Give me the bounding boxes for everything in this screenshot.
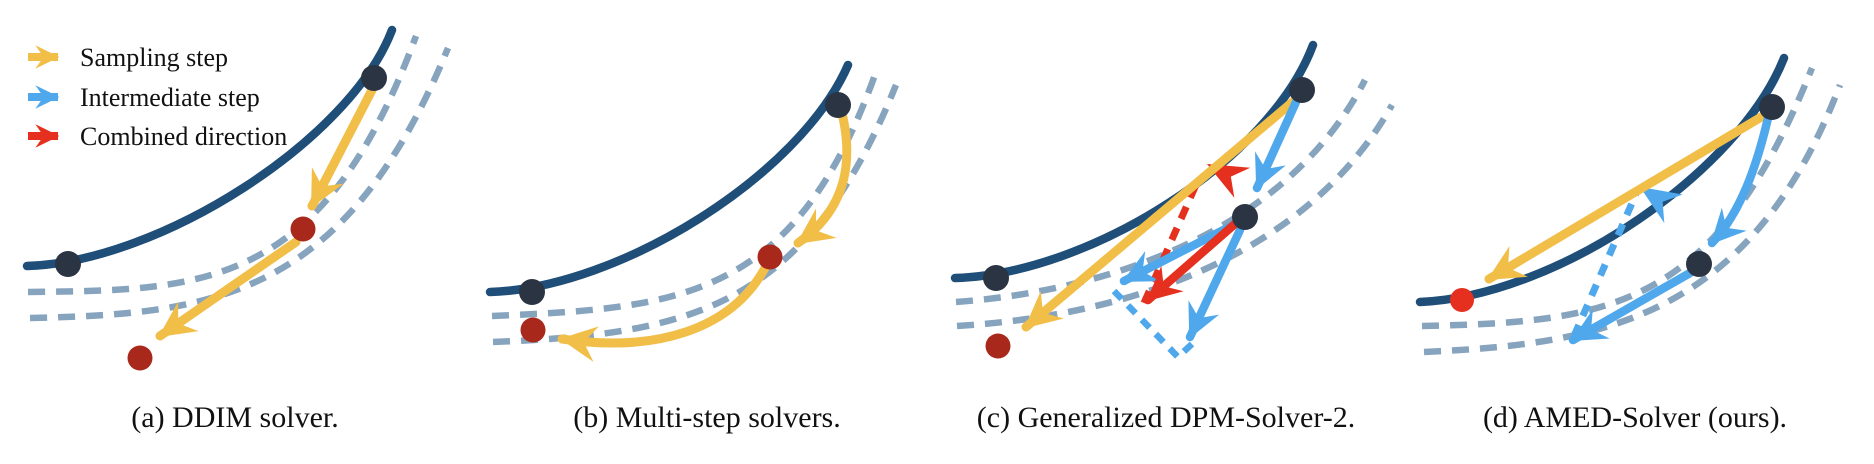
sampling-step-arrow (1021, 95, 1300, 332)
combined-direction-arrow (1143, 218, 1241, 305)
sampling-step-arc-2 (557, 263, 770, 362)
state-dot-start (825, 92, 851, 118)
state-dot-left (983, 265, 1009, 291)
noise-level-curve-1 (955, 78, 1368, 306)
learned-direction-dashed-head-icon (1640, 187, 1683, 224)
sampling-step-arrow (1484, 111, 1768, 284)
sampling-step-arrow-1 (307, 85, 377, 211)
noise-level-curve-1 (27, 34, 420, 296)
noise-level-curve-1 (491, 70, 880, 320)
intermediate-dot (1686, 251, 1712, 277)
legend-label-intermediate: Intermediate step (80, 83, 260, 112)
state-dot-start (361, 65, 387, 91)
panel-ddim: (a) DDIM solver. (22, 25, 452, 434)
combined-direction-dashed-head-icon (1207, 164, 1251, 198)
direction-parallelogram-dashed (1111, 288, 1195, 362)
caption-d: (d) AMED-Solver (ours). (1483, 401, 1787, 434)
noise-level-curve-2 (1423, 83, 1844, 356)
result-dot-2 (127, 345, 153, 371)
result-dot-1 (757, 244, 783, 270)
gradient-at-start-arrow (1119, 219, 1240, 286)
legend-label-combined: Combined direction (80, 122, 287, 151)
noise-level-curve-1 (1421, 66, 1816, 330)
gradient-at-mid-arrow (1568, 268, 1695, 345)
noise-level-curve-2 (956, 103, 1395, 330)
state-dot-start (1289, 77, 1315, 103)
gradient-at-mid-arrow (1185, 225, 1245, 342)
learned-direction-dashed-shaft (1570, 192, 1640, 338)
result-dot-on-trajectory (1450, 288, 1474, 312)
legend: Sampling step Intermediate step Combined… (28, 43, 287, 151)
trajectory-curve (485, 60, 853, 297)
noise-level-curve-2 (29, 46, 452, 322)
legend-label-sampling: Sampling step (80, 43, 228, 72)
state-dot-start (1759, 94, 1785, 120)
result-dot (985, 333, 1011, 359)
sampling-step-arrow-2 (155, 237, 301, 341)
intermediate-dot (1232, 204, 1258, 230)
result-dot-2 (520, 317, 546, 343)
intermediate-step-arrow (1707, 113, 1773, 248)
state-dot-left (519, 279, 545, 305)
intermediate-step-arrow (1252, 97, 1301, 193)
caption-a: (a) DDIM solver. (131, 401, 338, 434)
panel-dpm-solver-2: (c) Generalized DPM-Solver-2. (950, 40, 1395, 434)
result-dot-1 (290, 216, 316, 242)
panel-amed-solver: (d) AMED-Solver (ours). (1415, 53, 1844, 434)
sampling-step-arc-1 (793, 108, 852, 248)
trajectory-curve (1415, 53, 1789, 307)
panel-multistep: (b) Multi-step solvers. (485, 60, 900, 434)
noise-level-curve-2 (492, 83, 900, 346)
state-dot-left (55, 251, 81, 277)
caption-b: (b) Multi-step solvers. (573, 401, 840, 434)
caption-c: (c) Generalized DPM-Solver-2. (977, 401, 1355, 434)
